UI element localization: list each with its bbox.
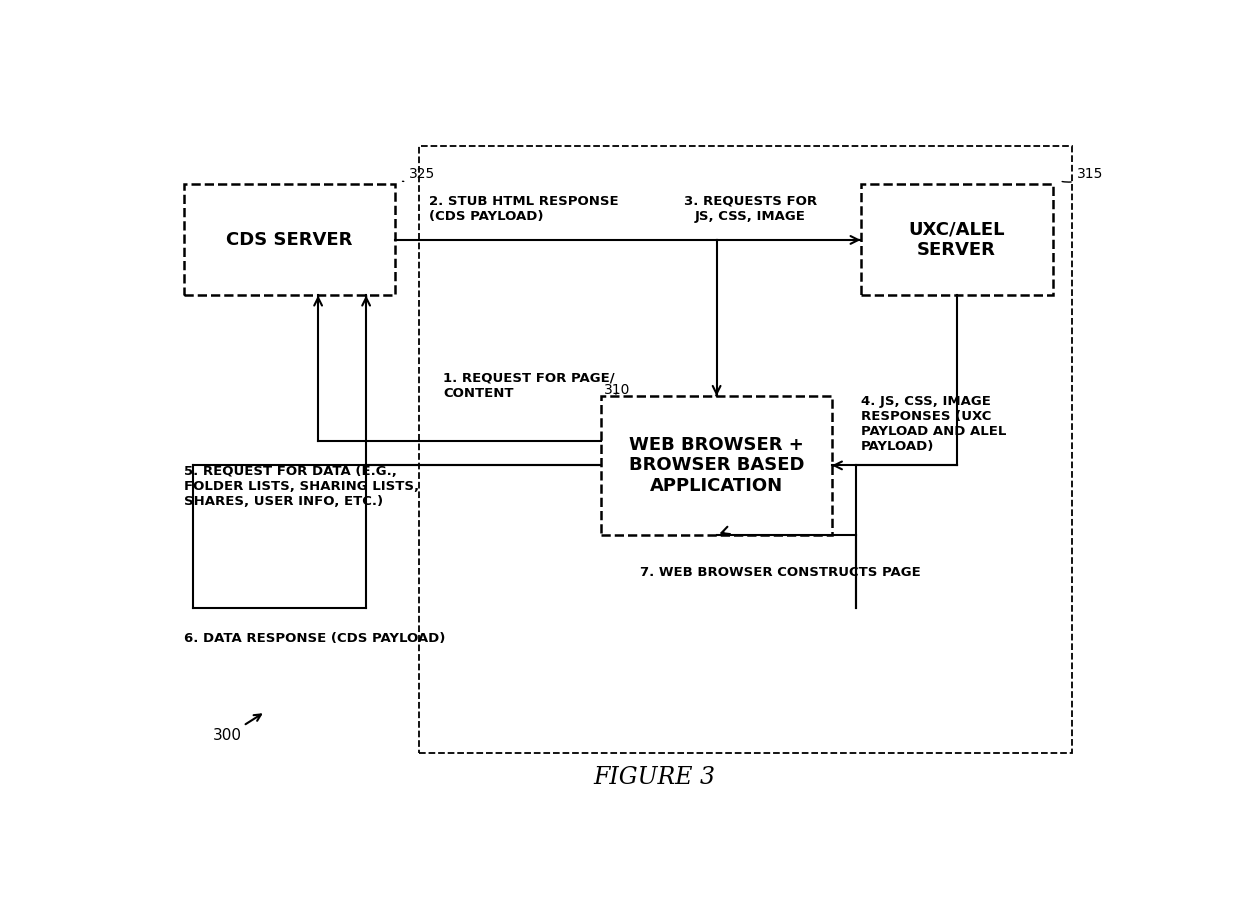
Text: 5. REQUEST FOR DATA (E.G.,
FOLDER LISTS, SHARING LISTS,
SHARES, USER INFO, ETC.): 5. REQUEST FOR DATA (E.G., FOLDER LISTS,… <box>183 465 419 508</box>
Polygon shape <box>861 185 1053 296</box>
Text: 310: 310 <box>605 383 631 396</box>
Text: 300: 300 <box>213 714 261 743</box>
Text: 7. WEB BROWSER CONSTRUCTS PAGE: 7. WEB BROWSER CONSTRUCTS PAGE <box>639 567 921 579</box>
Text: 325: 325 <box>403 167 436 181</box>
Text: 6. DATA RESPONSE (CDS PAYLOAD): 6. DATA RESPONSE (CDS PAYLOAD) <box>183 633 445 645</box>
Text: 2. STUB HTML RESPONSE
(CDS PAYLOAD): 2. STUB HTML RESPONSE (CDS PAYLOAD) <box>429 195 618 223</box>
Text: UXC/ALEL
SERVER: UXC/ALEL SERVER <box>908 221 1005 259</box>
Text: CDS SERVER: CDS SERVER <box>227 231 352 249</box>
Polygon shape <box>183 185 395 296</box>
Text: 4. JS, CSS, IMAGE
RESPONSES (UXC
PAYLOAD AND ALEL
PAYLOAD): 4. JS, CSS, IMAGE RESPONSES (UXC PAYLOAD… <box>861 395 1006 453</box>
Text: 1. REQUEST FOR PAGE/
CONTENT: 1. REQUEST FOR PAGE/ CONTENT <box>444 371 615 400</box>
Polygon shape <box>601 396 831 535</box>
Text: WEB BROWSER +
BROWSER BASED
APPLICATION: WEB BROWSER + BROWSER BASED APPLICATION <box>629 435 804 496</box>
Text: 315: 315 <box>1062 167 1103 182</box>
Polygon shape <box>419 146 1072 753</box>
Text: 3. REQUESTS FOR
JS, CSS, IMAGE: 3. REQUESTS FOR JS, CSS, IMAGE <box>684 195 817 223</box>
Text: FIGURE 3: FIGURE 3 <box>593 766 715 789</box>
